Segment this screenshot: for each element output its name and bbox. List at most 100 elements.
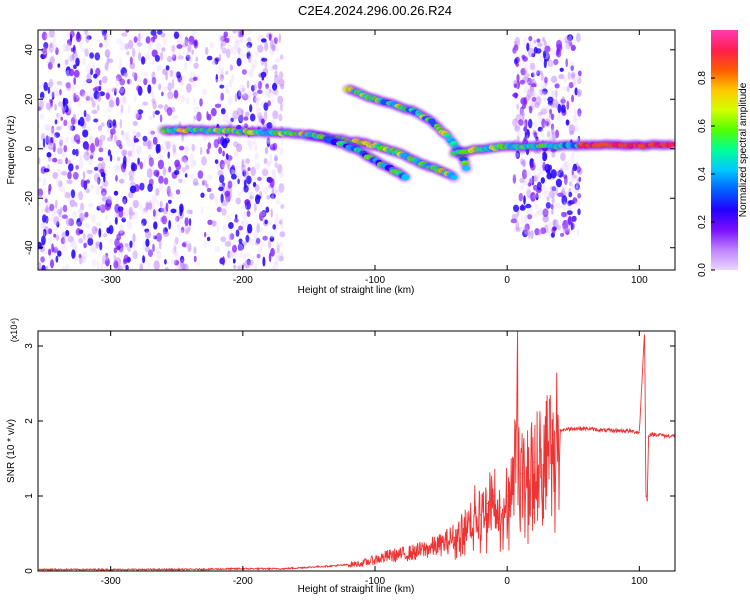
noise-blob — [158, 175, 164, 184]
noise-blob — [106, 137, 113, 142]
noise-blob — [524, 80, 530, 85]
noise-blob — [526, 207, 530, 215]
noise-blob — [518, 119, 524, 126]
noise-blob — [84, 211, 89, 218]
noise-blob — [222, 114, 229, 124]
noise-blob — [69, 125, 76, 131]
noise-blob — [551, 186, 557, 192]
noise-blob — [227, 252, 231, 260]
noise-blob — [71, 53, 75, 62]
noise-blob — [559, 67, 564, 72]
noise-blob — [539, 55, 544, 63]
noise-blob — [43, 81, 48, 92]
noise-blob — [180, 226, 185, 233]
noise-blob — [151, 91, 155, 98]
noise-blob — [226, 214, 231, 221]
noise-blob — [276, 188, 283, 197]
noise-blob — [225, 83, 229, 93]
noise-blob — [538, 153, 544, 159]
noise-blob — [132, 233, 136, 243]
noise-blob — [529, 62, 536, 71]
noise-blob — [196, 111, 202, 122]
x-tick-label: -200 — [233, 576, 253, 587]
noise-blob — [521, 113, 525, 121]
noise-blob — [220, 236, 227, 243]
noise-blob — [100, 122, 105, 127]
noise-blob — [552, 98, 559, 109]
noise-blob — [96, 104, 100, 112]
noise-blob — [156, 30, 163, 35]
noise-blob — [570, 73, 575, 80]
noise-blob — [242, 91, 249, 100]
noise-blob — [273, 37, 278, 45]
snr-data-point — [281, 568, 284, 570]
noise-blob — [152, 209, 156, 217]
snr-data-point — [658, 433, 660, 436]
noise-blob — [222, 224, 227, 232]
noise-blob — [61, 214, 68, 219]
noise-blob — [144, 158, 147, 166]
noise-blob — [177, 55, 184, 60]
noise-blob — [165, 65, 170, 71]
noise-blob — [246, 210, 251, 217]
noise-blob — [568, 61, 575, 72]
noise-blob — [564, 161, 571, 171]
noise-blob — [230, 117, 234, 123]
noise-blob — [52, 142, 56, 153]
noise-blob — [533, 184, 538, 191]
noise-blob — [133, 95, 137, 103]
noise-blob — [531, 72, 535, 78]
noise-blob — [164, 139, 168, 146]
noise-blob — [180, 79, 184, 85]
noise-blob — [100, 172, 106, 178]
noise-blob — [253, 230, 258, 238]
noise-blob — [117, 156, 122, 161]
noise-blob — [161, 91, 164, 97]
noise-blob — [266, 195, 271, 200]
snr-data-point — [387, 555, 389, 557]
noise-blob — [156, 171, 159, 178]
noise-blob — [141, 209, 148, 215]
noise-blob — [268, 88, 272, 94]
noise-blob — [246, 175, 252, 185]
noise-blob — [71, 93, 75, 102]
noise-blob — [541, 184, 547, 194]
noise-blob — [65, 83, 72, 91]
noise-blob — [180, 156, 187, 163]
noise-blob — [555, 39, 563, 50]
noise-blob — [270, 247, 275, 257]
noise-blob — [128, 211, 135, 216]
noise-blob — [563, 174, 568, 179]
noise-blob — [104, 35, 107, 41]
noise-blob — [218, 68, 224, 76]
noise-blob — [90, 184, 96, 189]
snr-data-point — [519, 472, 522, 475]
noise-blob — [271, 44, 276, 52]
noise-blob — [67, 235, 74, 243]
noise-blob — [555, 178, 563, 188]
noise-blob — [527, 214, 533, 220]
noise-blob — [563, 40, 570, 50]
noise-blob — [140, 56, 146, 65]
noise-blob — [264, 146, 269, 155]
noise-blob — [525, 94, 531, 102]
noise-blob — [73, 69, 80, 78]
noise-blob — [49, 80, 53, 89]
noise-blob — [113, 254, 117, 264]
noise-blob — [228, 233, 232, 241]
noise-blob — [553, 219, 559, 228]
noise-blob — [91, 244, 96, 254]
noise-blob — [211, 220, 217, 227]
noise-blob — [67, 171, 72, 180]
noise-blob — [158, 239, 162, 250]
noise-blob — [44, 124, 51, 131]
noise-blob — [565, 119, 570, 126]
noise-blob — [136, 42, 142, 47]
noise-blob — [136, 145, 142, 154]
noise-blob — [257, 112, 263, 120]
noise-blob — [521, 54, 526, 60]
noise-blob — [229, 79, 233, 88]
noise-blob — [119, 144, 123, 150]
noise-blob — [171, 247, 176, 255]
snr-data-point — [517, 394, 519, 396]
